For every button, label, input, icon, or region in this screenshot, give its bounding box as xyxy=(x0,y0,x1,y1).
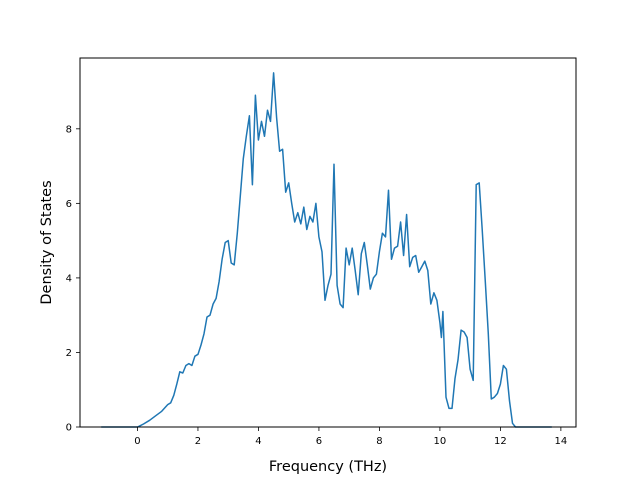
plot-frame xyxy=(79,57,577,428)
plot-line-layer xyxy=(101,72,552,428)
y-axis-ticks: 0 2 4 6 8 xyxy=(66,124,80,434)
dos-series-line-0 xyxy=(101,72,552,428)
x-tick-label: 6 xyxy=(316,436,322,447)
x-tick-label: 4 xyxy=(255,436,261,447)
x-tick-label: 12 xyxy=(494,436,507,447)
y-tick-label: 4 xyxy=(66,273,72,284)
x-axis-ticks: 0 2 4 6 8 10 12 14 xyxy=(134,427,567,447)
x-tick-label: 10 xyxy=(434,436,447,447)
x-tick-label: 14 xyxy=(555,436,568,447)
y-tick-label: 0 xyxy=(66,423,72,434)
x-axis-label: Frequency (THz) xyxy=(269,459,387,475)
x-tick-label: 0 xyxy=(134,436,140,447)
x-tick-label: 2 xyxy=(195,436,201,447)
y-tick-label: 2 xyxy=(66,348,72,359)
y-tick-label: 6 xyxy=(66,199,72,210)
x-tick-label: 8 xyxy=(376,436,382,447)
y-tick-label: 8 xyxy=(66,124,72,135)
y-axis-label: Density of States xyxy=(39,180,55,304)
